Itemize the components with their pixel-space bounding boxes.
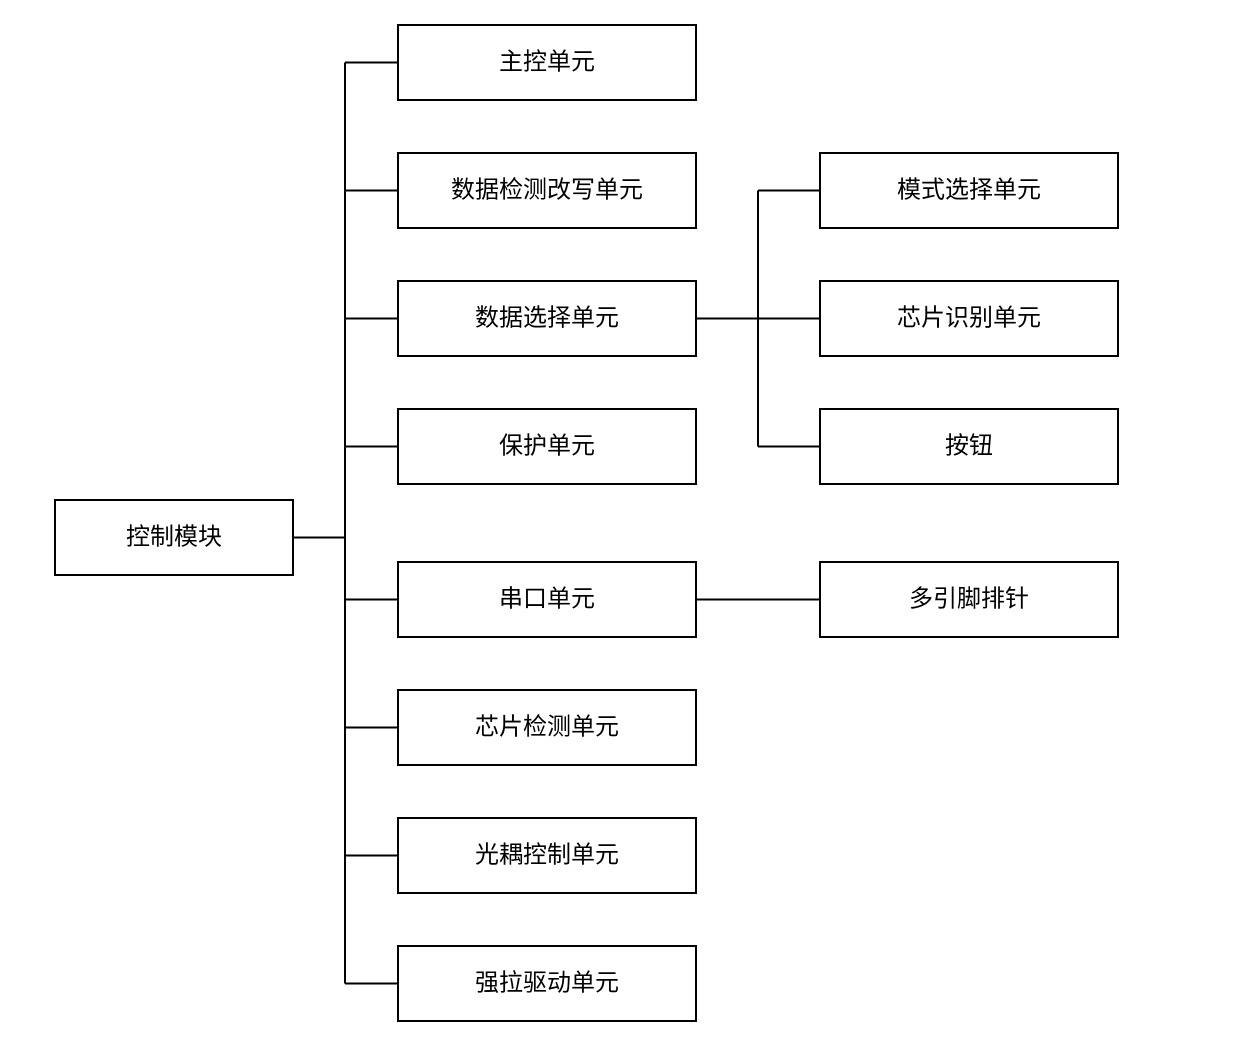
hierarchy-diagram: 控制模块 主控单元数据检测改写单元数据选择单元保护单元串口单元芯片检测单元光耦控制… (0, 0, 1240, 1063)
node-label: 强拉驱动单元 (475, 970, 619, 997)
node-label: 数据检测改写单元 (451, 177, 643, 204)
node-c6: 芯片检测单元 (398, 690, 696, 765)
node-c3: 数据选择单元 (398, 281, 696, 356)
node-c4: 保护单元 (398, 409, 696, 484)
node-label: 模式选择单元 (897, 177, 1041, 204)
node-g1: 模式选择单元 (820, 153, 1118, 228)
node-c7: 光耦控制单元 (398, 818, 696, 893)
node-g2: 芯片识别单元 (820, 281, 1118, 356)
node-label: 控制模块 (126, 524, 222, 551)
node-label: 光耦控制单元 (475, 842, 619, 869)
node-c1: 主控单元 (398, 25, 696, 100)
node-c8: 强拉驱动单元 (398, 946, 696, 1021)
node-label: 保护单元 (499, 433, 595, 460)
node-label: 按钮 (945, 433, 993, 460)
node-label: 主控单元 (499, 49, 595, 76)
node-c5: 串口单元 (398, 562, 696, 637)
node-label: 多引脚排针 (909, 586, 1029, 613)
node-label: 芯片识别单元 (897, 305, 1041, 332)
node-label: 串口单元 (499, 586, 595, 613)
node-c2: 数据检测改写单元 (398, 153, 696, 228)
node-g3: 按钮 (820, 409, 1118, 484)
node-label: 芯片检测单元 (475, 714, 619, 741)
node-root: 控制模块 (55, 500, 293, 575)
node-g4: 多引脚排针 (820, 562, 1118, 637)
node-label: 数据选择单元 (475, 305, 619, 332)
